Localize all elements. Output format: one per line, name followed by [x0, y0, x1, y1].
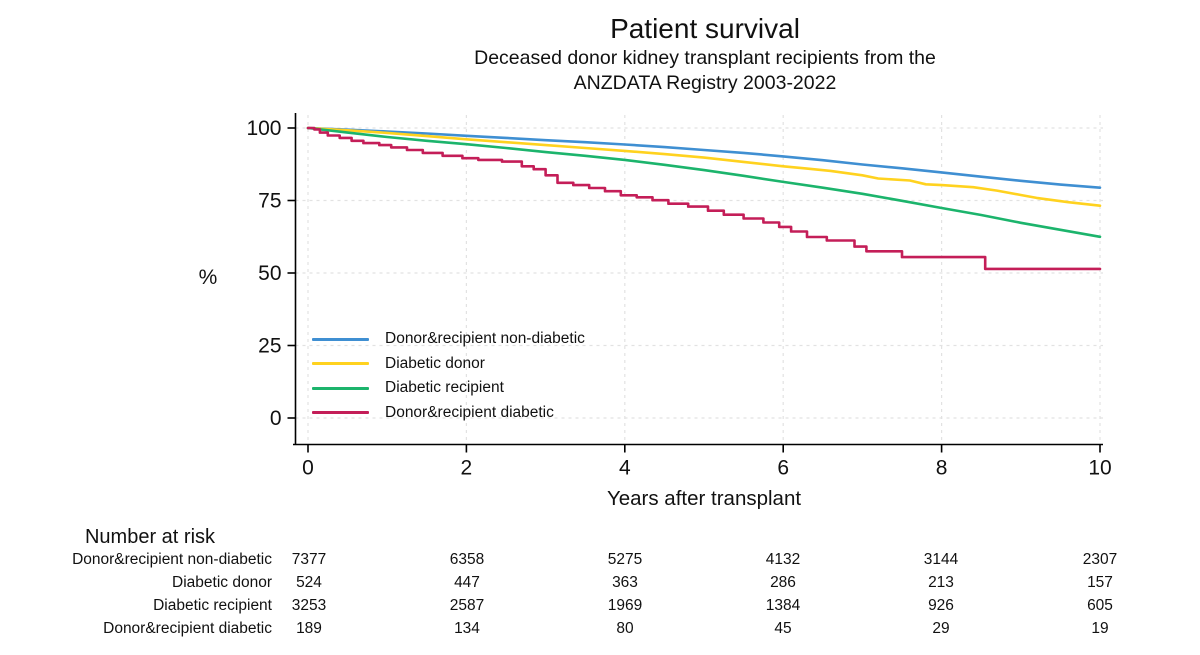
risk-value: 45	[774, 620, 792, 637]
axes: 0 25 50 75 100 0 2 4 6 8 10	[246, 113, 1112, 480]
legend-item-non-diabetic: Donor&recipient non-diabetic	[312, 328, 585, 350]
y-tick-label: 100	[246, 117, 281, 140]
y-tick-label: 75	[258, 190, 281, 213]
risk-value: 1969	[607, 597, 643, 614]
x-tick-label: 2	[461, 457, 473, 480]
risk-row-label: Donor&recipient non-diabetic	[72, 551, 272, 568]
y-tick-label: 50	[258, 262, 281, 285]
risk-table-row: Donor&recipient diabetic 189 134 80 45 2…	[0, 620, 1200, 641]
title-block: Patient survival Deceased donor kidney t…	[295, 12, 1115, 96]
legend-line-yellow-icon	[312, 362, 369, 365]
risk-value: 926	[928, 597, 954, 614]
legend-item-diabetic-recipient: Diabetic recipient	[312, 377, 585, 399]
y-axis-label: %	[199, 266, 218, 289]
risk-value: 605	[1087, 597, 1113, 614]
risk-table-row: Diabetic donor 524 447 363 286 213 157	[0, 574, 1200, 595]
risk-value: 7377	[291, 551, 327, 568]
km-plot-svg: 0 25 50 75 100 0 2 4 6 8 10 % Years after transpla…	[199, 113, 1112, 510]
y-tick-label: 0	[270, 407, 282, 430]
chart-title: Patient survival	[610, 13, 800, 44]
curve-diabetic-donor	[306, 126, 1102, 207]
chart-subtitle-line2: ANZDATA Registry 2003-2022	[573, 72, 837, 94]
curve-donor-recipient-diabetic	[306, 126, 1102, 271]
curve-diabetic-recipient	[306, 126, 1102, 239]
risk-value: 4132	[765, 551, 801, 568]
risk-table-title: Number at risk	[84, 526, 216, 548]
risk-value: 213	[928, 574, 954, 591]
gridlines	[295, 115, 1103, 445]
legend-label: Donor&recipient non-diabetic	[385, 330, 585, 347]
legend-item-both-diabetic: Donor&recipient diabetic	[312, 402, 585, 424]
risk-value: 286	[770, 574, 796, 591]
risk-value: 134	[454, 620, 480, 637]
risk-value: 19	[1091, 620, 1109, 637]
risk-value: 1384	[765, 597, 801, 614]
risk-value: 363	[612, 574, 638, 591]
legend: Donor&recipient non-diabetic Diabetic do…	[312, 328, 585, 426]
chart-subtitle-line1: Deceased donor kidney transplant recipie…	[474, 47, 936, 69]
risk-value: 29	[932, 620, 950, 637]
risk-value: 189	[296, 620, 322, 637]
legend-label: Diabetic recipient	[385, 379, 504, 396]
risk-value: 524	[296, 574, 322, 591]
x-tick-label: 0	[302, 457, 314, 480]
legend-line-blue-icon	[312, 337, 369, 341]
risk-table-row: Diabetic recipient 3253 2587 1969 1384 9…	[0, 597, 1200, 618]
risk-row-label: Donor&recipient diabetic	[103, 620, 272, 637]
legend-label: Donor&recipient diabetic	[385, 403, 554, 421]
survival-curves	[306, 126, 1102, 271]
risk-value: 6358	[449, 551, 485, 568]
risk-value: 157	[1087, 574, 1113, 591]
legend-line-green-icon	[312, 386, 369, 390]
legend-label: Diabetic donor	[385, 354, 485, 372]
curve-donor-recipient-non-diabetic	[306, 126, 1102, 189]
y-tick-label: 25	[258, 335, 281, 358]
x-tick-label: 6	[777, 457, 789, 480]
risk-row-label: Diabetic donor	[172, 574, 272, 591]
x-axis-label: Years after transplant	[607, 487, 801, 510]
x-tick-label: 4	[619, 457, 631, 480]
risk-row-label: Diabetic recipient	[153, 597, 272, 614]
legend-item-diabetic-donor: Diabetic donor	[312, 353, 585, 375]
risk-value: 2307	[1082, 551, 1118, 568]
risk-value: 80	[616, 620, 634, 637]
risk-value: 2587	[449, 597, 485, 614]
risk-value: 5275	[607, 551, 643, 568]
risk-table-row: Donor&recipient non-diabetic 7377 6358 5…	[0, 551, 1200, 572]
x-tick-label: 10	[1088, 457, 1111, 480]
legend-line-crimson-icon	[312, 411, 369, 414]
risk-value: 3144	[923, 551, 959, 568]
risk-value: 447	[454, 574, 480, 591]
x-tick-label: 8	[936, 457, 948, 480]
risk-value: 3253	[291, 597, 327, 614]
